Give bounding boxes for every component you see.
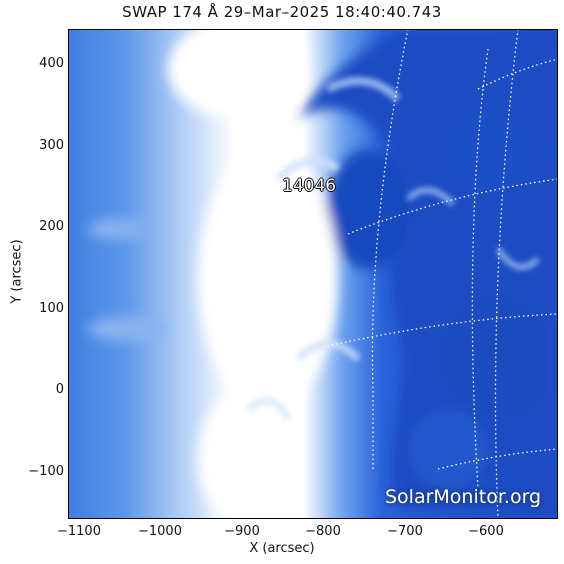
image-title: SWAP 174 Å 29–Mar–2025 18:40:40.743 xyxy=(122,3,442,21)
bright-loops xyxy=(245,77,541,421)
y-tick-label: 300 xyxy=(39,138,64,153)
y-axis-label: Y (arcsec) xyxy=(9,239,25,304)
x-tick-label: −900 xyxy=(224,524,260,539)
x-tick-label: −700 xyxy=(387,524,423,539)
watermark: SolarMonitor.org xyxy=(385,486,542,508)
x-tick-label: −600 xyxy=(468,524,504,539)
x-axis-label: X (arcsec) xyxy=(249,541,315,556)
coordinate-grid xyxy=(280,29,558,519)
y-tick-label: 400 xyxy=(39,56,64,71)
y-tick-label: 0 xyxy=(55,382,64,397)
active-region-label: 14046 xyxy=(282,176,337,196)
coronal-structures xyxy=(88,29,558,519)
solar-image xyxy=(68,29,558,519)
y-tick-label: 100 xyxy=(39,301,64,316)
x-tick-label: −1100 xyxy=(57,524,101,539)
y-tick-label: 200 xyxy=(39,219,64,234)
solar-image-svg xyxy=(68,29,558,519)
x-tick-label: −800 xyxy=(305,524,341,539)
y-tick-label: −100 xyxy=(28,464,64,479)
x-tick-label: −1000 xyxy=(138,524,182,539)
